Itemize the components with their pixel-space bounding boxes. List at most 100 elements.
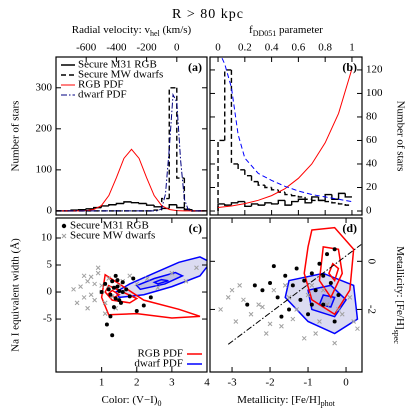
histogram-bin [224,69,232,141]
y-axis-label: Na I equivalent width (Å) [10,238,22,352]
point [111,285,116,290]
frame [209,56,363,216]
point [81,273,87,279]
label-part: Metallicity: [Fe/H] [394,246,406,329]
point [241,297,246,303]
legend-swatch [61,233,67,239]
point [347,295,353,300]
x-tick-label: 0 [343,377,349,389]
y-tick-label: 10 [41,232,53,244]
panel-label: (b) [342,60,357,74]
point [301,335,307,341]
point [92,281,97,287]
point [320,287,326,293]
point [120,280,125,285]
histogram-bin [100,205,109,208]
point [351,319,356,324]
point [95,265,101,271]
point [268,280,273,285]
point [108,292,113,297]
point [309,283,315,288]
point [332,247,337,252]
histogram-bin [153,209,162,211]
histogram-bin [277,199,285,204]
histogram-bin [290,200,299,206]
panel-label: (a) [188,60,202,74]
histogram-bin [138,202,147,205]
point [286,295,292,300]
point [194,265,199,271]
point [113,296,118,301]
histogram-bin [324,193,332,201]
point [102,311,108,316]
point [134,281,140,287]
point [81,295,87,300]
x-tick-label: 0.6 [292,42,306,54]
histogram-bin [168,204,177,209]
point [283,273,288,278]
x-tick-label: -600 [76,42,97,54]
histogram-bin [230,202,239,206]
histogram-bin [304,196,312,200]
point [131,276,136,281]
point [124,287,129,292]
y-tick-label: 40 [366,158,378,170]
point [290,316,296,322]
legend-swatch [61,223,67,229]
pdf-curve [221,57,353,203]
pdf-curve [56,92,207,212]
x-tick-label: -1 [303,377,312,389]
point [71,286,76,292]
histogram-bin [93,206,102,209]
histogram-bin [290,194,299,197]
legend-label: RGB PDF [78,79,124,91]
histogram-bin [331,194,339,200]
y-axis-label: Number of stars [10,101,22,172]
point [267,321,273,327]
point [302,278,307,283]
frame [55,217,208,373]
x-axis-label: Color: (V−I)0 [102,394,162,409]
legend-label: Secure MW dwarfs [70,230,155,242]
reference-line [227,244,362,345]
point [103,281,108,286]
y-tick-label: 300 [36,81,53,93]
point [88,274,94,280]
point [321,273,326,278]
point [127,294,132,299]
point [317,261,322,266]
y-tick-label: 60 [366,134,378,146]
pdf-curve [217,68,353,208]
point [355,326,360,332]
point [144,276,150,281]
x-tick-label: 0.8 [318,42,332,54]
point [306,312,311,317]
point [74,300,80,306]
point [104,322,109,327]
point [263,331,269,336]
point [290,283,295,288]
point [95,270,101,276]
point [305,292,311,298]
point [324,302,330,307]
label-part: f [249,24,253,36]
point [229,287,235,293]
point [225,295,231,300]
histogram-bin [183,178,192,210]
histogram-bin [257,181,265,186]
x-axis-label: Radial velocity: vhel (km/s) [72,24,192,39]
x-tick-label: 0.4 [265,42,279,54]
point [141,303,146,308]
point [336,307,341,312]
point [317,319,322,324]
point [321,302,326,307]
histogram-bin [176,204,185,209]
y-tick-label: 200 [36,122,53,134]
histogram-bin [123,201,132,204]
point [85,305,90,311]
histogram-bin [311,199,319,202]
x-tick-label: 0.2 [238,42,252,54]
legend-label: dwarf PDF [134,358,183,370]
point [279,314,284,319]
point [332,319,337,324]
